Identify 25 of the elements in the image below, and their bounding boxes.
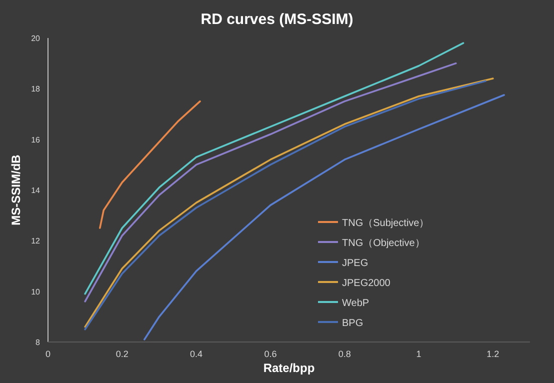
y-tick-label: 10 [31, 287, 41, 296]
legend-label: WebP [342, 298, 370, 309]
legend-label: JPEG [342, 258, 368, 269]
legend-label: TNG（Objective） [342, 238, 425, 249]
x-tick-label: 1 [416, 349, 422, 359]
x-tick-label: 0.8 [338, 349, 351, 359]
y-tick-label: 18 [31, 84, 41, 94]
y-tick-label: 12 [31, 236, 41, 246]
y-tick-label: 16 [31, 135, 41, 144]
x-tick-label: 1.2 [486, 349, 500, 359]
legend-label: BPG [342, 318, 364, 329]
x-tick-label: 0.4 [190, 349, 203, 359]
x-tick-label: 0 [45, 349, 51, 359]
x-tick-label: 0.6 [264, 349, 277, 359]
legend-label: TNG（Subjective） [342, 218, 430, 229]
y-axis-title: MS-SSIM/dB [9, 154, 23, 226]
chart-title: RD curves (MS-SSIM) [200, 11, 354, 28]
y-tick-label: 20 [31, 34, 41, 43]
line-series [99, 100, 201, 229]
x-axis-title: Rate/bpp [263, 361, 315, 375]
y-tick-label: 14 [31, 186, 41, 195]
legend-label: JPEG2000 [342, 278, 391, 289]
y-tick-label: 8 [36, 338, 41, 347]
x-tick-label: 0.2 [116, 349, 128, 359]
line-series [144, 94, 505, 340]
